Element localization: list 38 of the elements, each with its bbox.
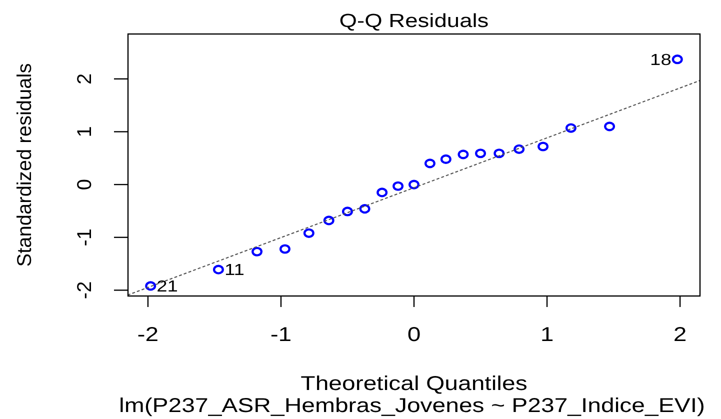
point — [475, 148, 486, 158]
x-tick-label: -2 — [137, 322, 159, 346]
point — [376, 188, 388, 198]
point — [458, 150, 469, 160]
point — [408, 180, 420, 190]
y-tick-label: -1 — [74, 228, 96, 246]
x-tick-label: -1 — [270, 322, 292, 346]
annotation: 11 — [224, 260, 244, 279]
point — [212, 264, 224, 274]
y-tick-label: -2 — [74, 281, 96, 300]
point — [424, 158, 436, 168]
x-tick-label: 0 — [407, 322, 421, 346]
annotation: 21 — [156, 277, 178, 296]
x-tick-label: 2 — [673, 322, 687, 346]
annotation: 18 — [650, 50, 672, 69]
x-tick-label: 1 — [540, 322, 554, 346]
y-tick-label: 2 — [74, 73, 96, 84]
text: lm(P237_ASR_Hembras_Jovenes ~ P237_Indice_EVI) — [119, 394, 705, 417]
point — [392, 181, 404, 191]
point — [494, 148, 505, 158]
point — [538, 142, 549, 152]
y-tick-label: 1 — [74, 126, 96, 138]
point — [672, 54, 683, 64]
point — [279, 244, 290, 254]
point — [565, 123, 576, 133]
point — [303, 228, 314, 238]
point — [252, 246, 263, 256]
point — [604, 122, 616, 132]
point — [359, 204, 370, 214]
chart-title: Q-Q Residuals — [339, 10, 489, 32]
point — [145, 281, 156, 291]
y-axis-title: Standardized residuals — [14, 63, 36, 267]
point — [342, 206, 353, 216]
point — [514, 144, 525, 154]
y-tick-label: 0 — [74, 178, 96, 190]
x-axis-title: Theoretical Quantiles — [300, 372, 528, 395]
point — [440, 154, 452, 164]
point — [323, 216, 334, 226]
